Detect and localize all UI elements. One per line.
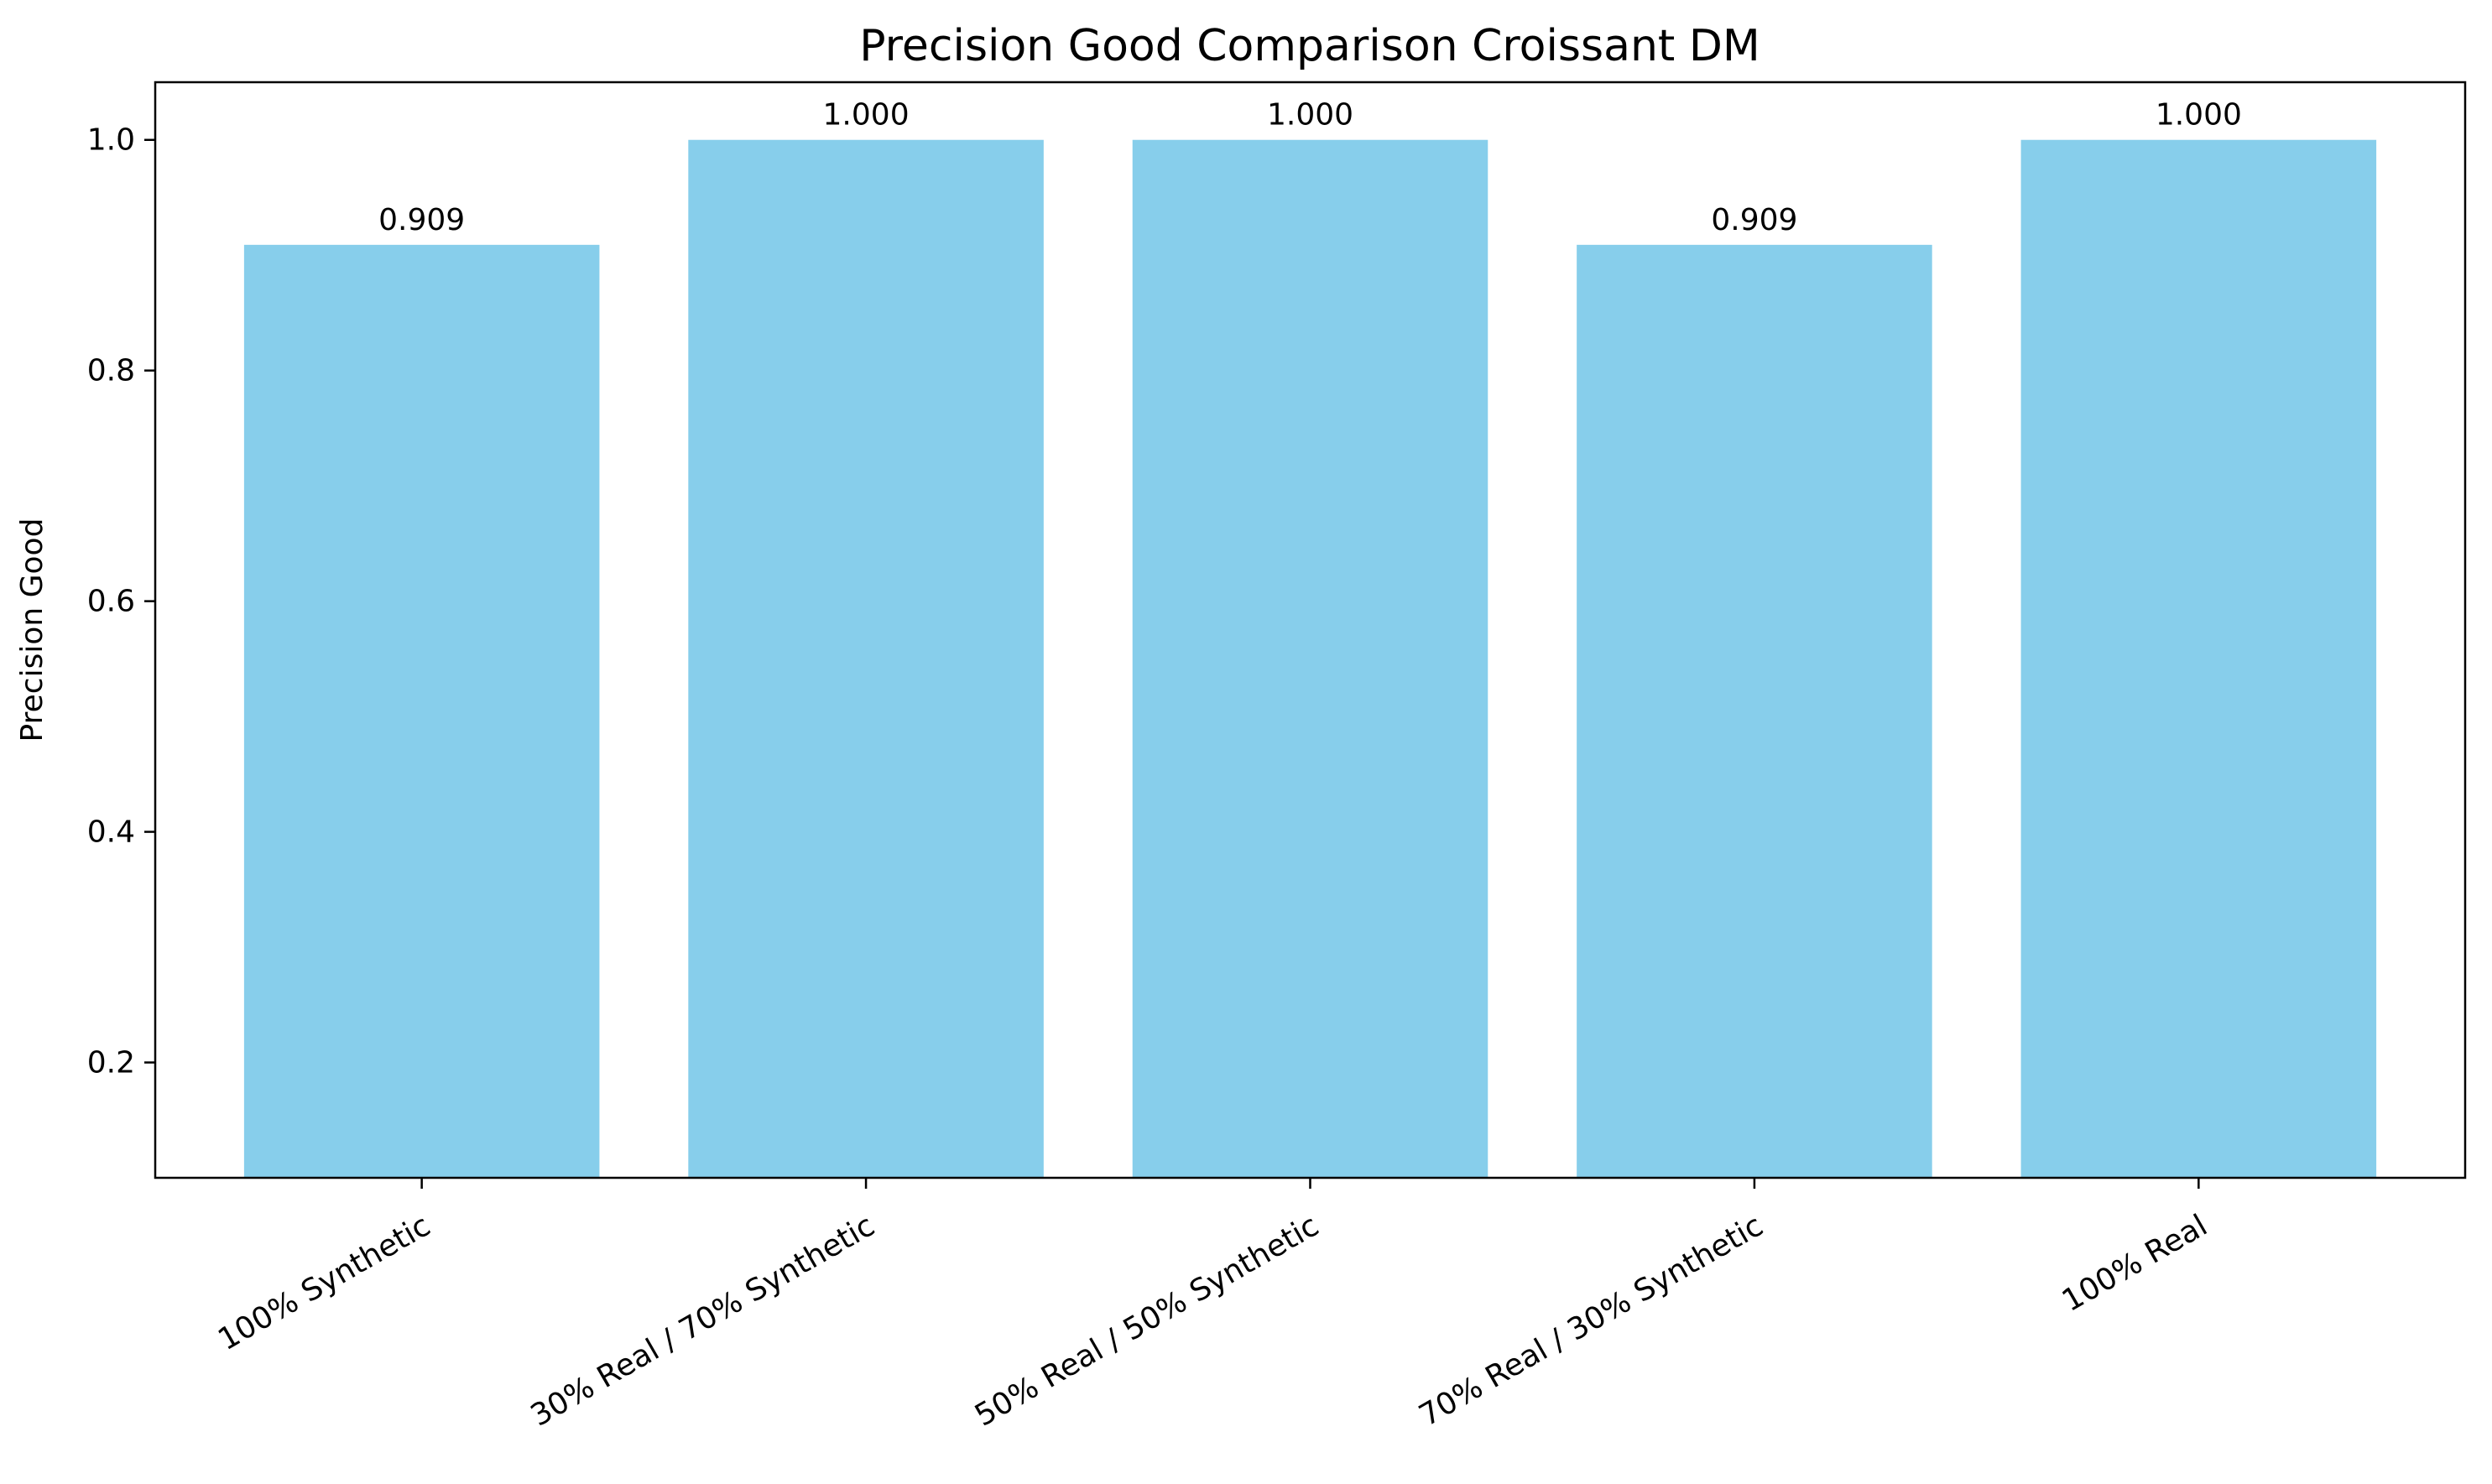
y-tick-label: 0.6: [87, 585, 135, 619]
y-tick-label: 0.4: [87, 815, 135, 850]
bar-value-label: 1.000: [823, 98, 910, 133]
y-tick-label: 0.8: [87, 354, 135, 388]
x-tick-label: 100% Synthetic: [212, 1208, 436, 1357]
bar-value-label: 0.909: [1711, 203, 1797, 237]
data-labels-group: 0.909 1.000 1.000 0.909 1.000: [378, 98, 2242, 237]
bar: [243, 244, 600, 1178]
bar-value-label: 1.000: [1267, 98, 1353, 133]
bar-value-label: 1.000: [2156, 98, 2242, 133]
x-axis-ticks: 100% Synthetic 30% Real / 70% Synthetic 50…: [212, 1178, 2213, 1434]
y-tick-label: 1.0: [87, 123, 135, 158]
y-axis-label: Precision Good: [15, 518, 50, 742]
bar: [1577, 244, 1932, 1178]
chart-title: Precision Good Comparison Croissant DM: [859, 21, 1760, 71]
y-axis-ticks: 0.2 0.4 0.6 0.8 1.0: [87, 123, 155, 1080]
x-tick-label: 100% Real: [2057, 1208, 2213, 1318]
bar: [1132, 139, 1488, 1179]
bar-value-label: 0.909: [378, 203, 465, 237]
plot-frame: [154, 81, 2467, 1179]
x-tick-label: 70% Real / 30% Synthetic: [1414, 1208, 1770, 1433]
y-tick-label: 0.2: [87, 1046, 135, 1080]
bar: [688, 139, 1044, 1179]
bars-group: [243, 139, 2377, 1179]
bar: [2020, 139, 2377, 1179]
x-tick-label: 30% Real / 70% Synthetic: [525, 1208, 881, 1433]
x-tick-label: 50% Real / 50% Synthetic: [969, 1208, 1325, 1433]
